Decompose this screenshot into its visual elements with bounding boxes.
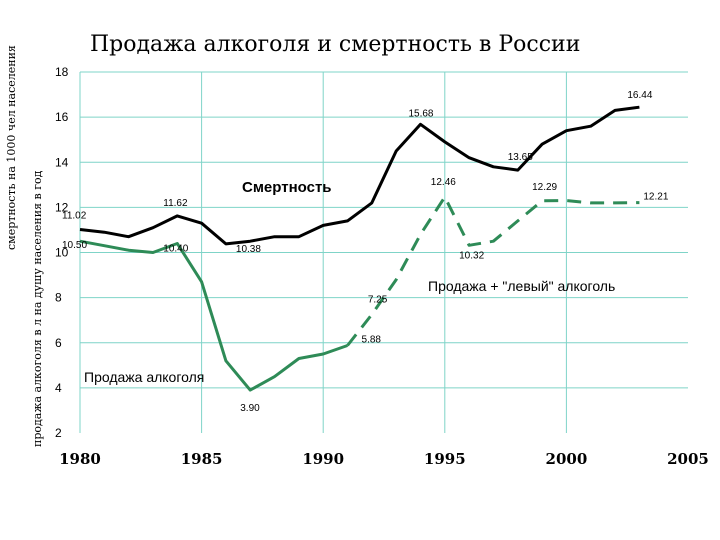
y-tick-label: 2 — [55, 426, 62, 440]
x-tick-label: 1980 — [59, 450, 101, 468]
y-tick-label: 6 — [55, 336, 62, 350]
series-layer — [79, 105, 640, 392]
x-tick-label: 1990 — [302, 450, 344, 468]
data-label: 15.68 — [408, 108, 433, 119]
chart-title: Продажа алкоголя и смертность в России — [90, 32, 580, 57]
data-label: 10.32 — [459, 250, 484, 261]
data-label: 11.62 — [163, 198, 188, 209]
x-tick-label: 2000 — [546, 450, 588, 468]
data-label: 11.02 — [62, 210, 87, 221]
data-label: 10.50 — [62, 240, 87, 251]
data-label: 13.65 — [508, 152, 533, 163]
annotation-mortality: Смертность — [242, 179, 332, 196]
y-axis-label-upper: смертность на 1000 чел населения — [5, 45, 18, 250]
annotation-sales: Продажа алкоголя — [84, 369, 204, 385]
data-label: 7.25 — [368, 295, 388, 306]
data-label: 3.90 — [240, 403, 260, 414]
x-axis-ticks: 1980 1985 1990 1995 2000 2005 — [59, 450, 709, 468]
data-labels: 11.02 11.62 10.40 10.50 10.38 3.90 5.88 … — [62, 90, 669, 414]
data-label: 16.44 — [627, 90, 652, 101]
y-tick-label: 4 — [55, 381, 62, 395]
data-label: 12.29 — [532, 182, 557, 193]
x-tick-label: 1995 — [424, 450, 466, 468]
series-line-sales — [79, 239, 348, 392]
series-line-mortality — [79, 105, 640, 246]
y-axis-label-lower: продажа алкоголя в л на душу населения в… — [31, 170, 44, 447]
data-label: 10.40 — [163, 243, 188, 254]
data-label: 10.38 — [236, 244, 261, 255]
x-tick-label: 2005 — [667, 450, 709, 468]
data-label: 5.88 — [362, 334, 382, 345]
y-tick-label: 16 — [55, 110, 69, 124]
y-tick-label: 12 — [55, 200, 69, 214]
data-label: 12.46 — [431, 177, 456, 188]
y-tick-label: 18 — [55, 65, 69, 79]
y-tick-label: 10 — [55, 246, 69, 260]
y-tick-label: 8 — [55, 291, 62, 305]
y-tick-label: 14 — [55, 155, 69, 169]
y-axis-ticks: 2 4 6 8 10 12 14 16 18 — [55, 65, 69, 440]
series-line-sales_illegal — [346, 195, 640, 347]
annotation-sales-illegal: Продажа + "левый" алкоголь — [428, 278, 615, 294]
x-tick-label: 1985 — [181, 450, 223, 468]
data-label: 12.21 — [643, 192, 668, 203]
